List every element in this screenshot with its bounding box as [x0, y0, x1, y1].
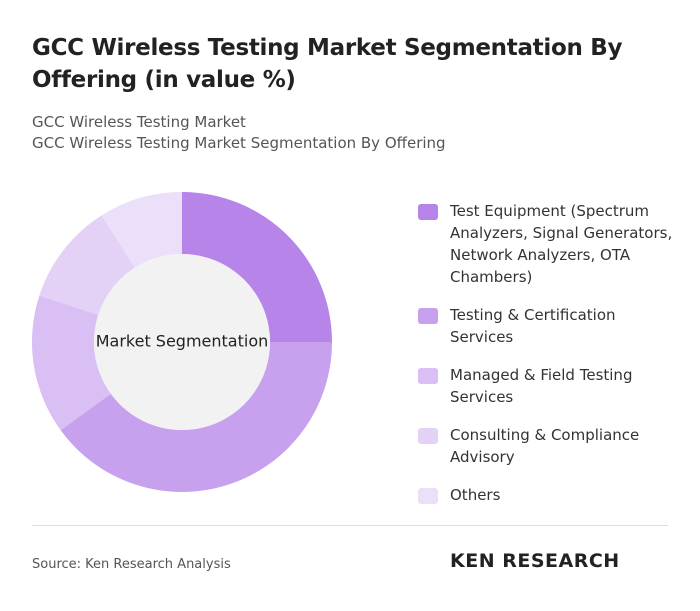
legend-label: Managed & Field Testing Services: [450, 366, 633, 406]
donut-slice: [101, 192, 182, 268]
donut-slice: [60, 342, 332, 493]
donut-slice: [39, 215, 135, 315]
legend-item: Others: [418, 484, 678, 506]
center-label: Market Segmentation: [96, 332, 269, 351]
donut-center: [94, 254, 270, 430]
legend-swatch: [418, 428, 438, 444]
logo: KEN RESEARCH: [450, 550, 620, 572]
subtitle: GCC Wireless Testing Market: [32, 113, 246, 131]
subtitle: GCC Wireless Testing Market Segmentation…: [32, 134, 446, 152]
legend-label: Testing & Certification Services: [450, 306, 616, 346]
legend: Test Equipment (Spectrum Analyzers, Sign…: [418, 200, 678, 522]
donut-slice: [182, 192, 332, 342]
divider: [32, 525, 668, 526]
legend-item: Testing & Certification Services: [418, 304, 678, 348]
legend-label: Test Equipment (Spectrum Analyzers, Sign…: [450, 202, 673, 286]
legend-swatch: [418, 204, 438, 220]
legend-label: Consulting & Compliance Advisory: [450, 426, 640, 466]
chart-title: GCC Wireless Testing Market Segmentation…: [32, 35, 623, 93]
legend-label: Others: [450, 486, 501, 504]
source: Source: Ken Research Analysis: [32, 557, 231, 572]
legend-swatch: [418, 308, 438, 324]
donut-slice: [32, 295, 111, 431]
legend-item: Test Equipment (Spectrum Analyzers, Sign…: [418, 200, 678, 288]
legend-swatch: [418, 368, 438, 384]
legend-item: Consulting & Compliance Advisory: [418, 424, 678, 468]
legend-item: Managed & Field Testing Services: [418, 364, 678, 408]
legend-swatch: [418, 488, 438, 504]
